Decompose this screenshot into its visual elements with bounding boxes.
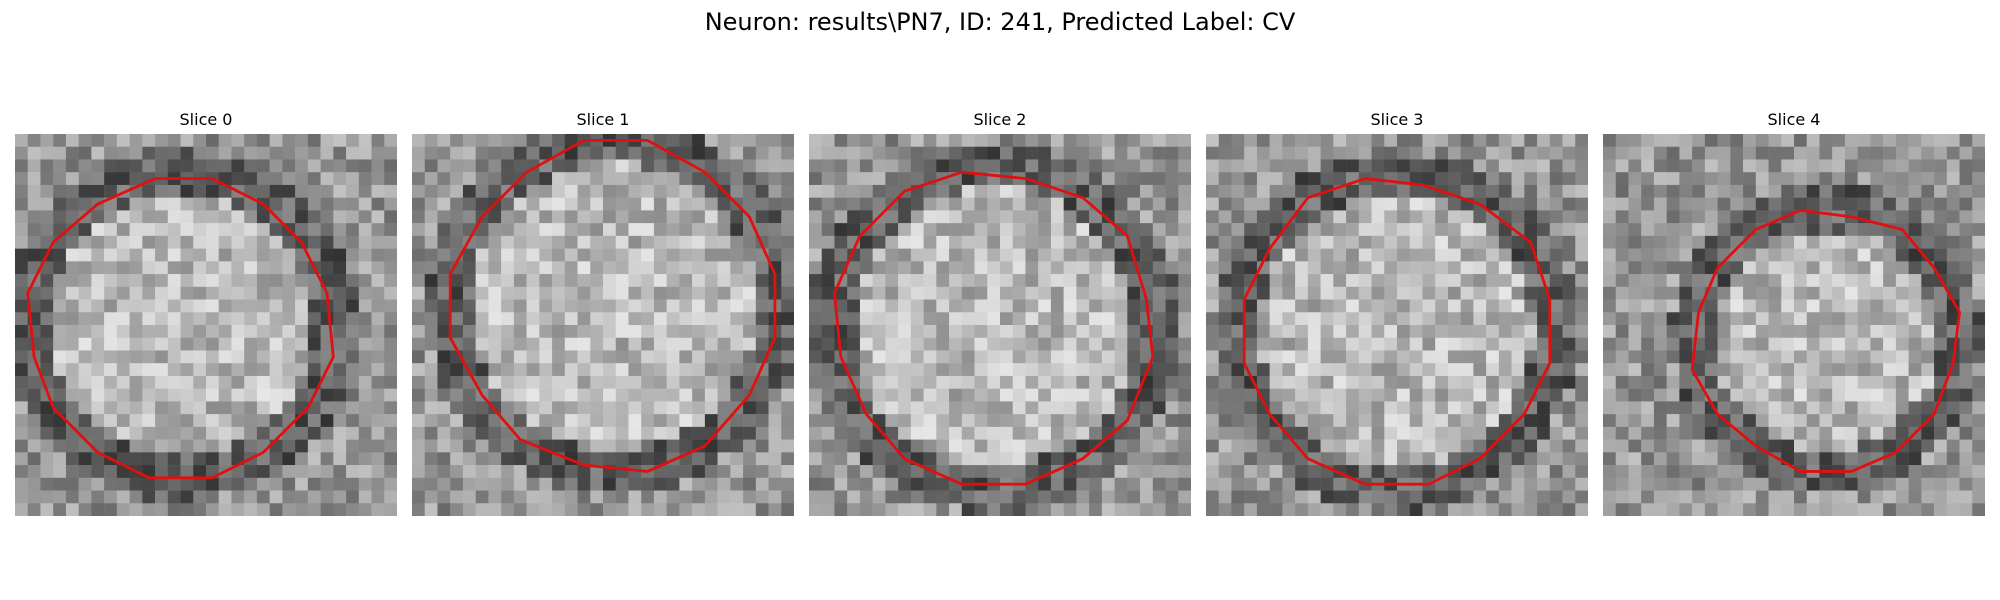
pixel-grid: [15, 134, 397, 516]
slice-4-image: [1603, 134, 1985, 516]
slice-2-image: [809, 134, 1191, 516]
figure-title: Neuron: results\PN7, ID: 241, Predicted …: [704, 8, 1296, 36]
slice-3-image: [1206, 134, 1588, 516]
segmentation-contour: [833, 170, 1155, 486]
pixel-grid: [1206, 134, 1588, 516]
segmentation-contour: [1690, 208, 1961, 473]
segmentation-contour: [448, 138, 777, 473]
panel-title-slice-3: Slice 3: [1370, 110, 1424, 129]
pixel-grid: [412, 134, 794, 516]
slice-1-image: [412, 134, 794, 516]
pixel-grid: [1603, 134, 1985, 516]
panel-title-slice-2: Slice 2: [973, 110, 1027, 129]
slice-0-image: [15, 134, 397, 516]
panel-title-slice-0: Slice 0: [179, 110, 233, 129]
segmentation-contour: [26, 177, 335, 480]
segmentation-contour: [1242, 177, 1552, 486]
panel-title-slice-1: Slice 1: [576, 110, 630, 129]
pixel-grid: [809, 134, 1191, 516]
panel-title-slice-4: Slice 4: [1767, 110, 1821, 129]
